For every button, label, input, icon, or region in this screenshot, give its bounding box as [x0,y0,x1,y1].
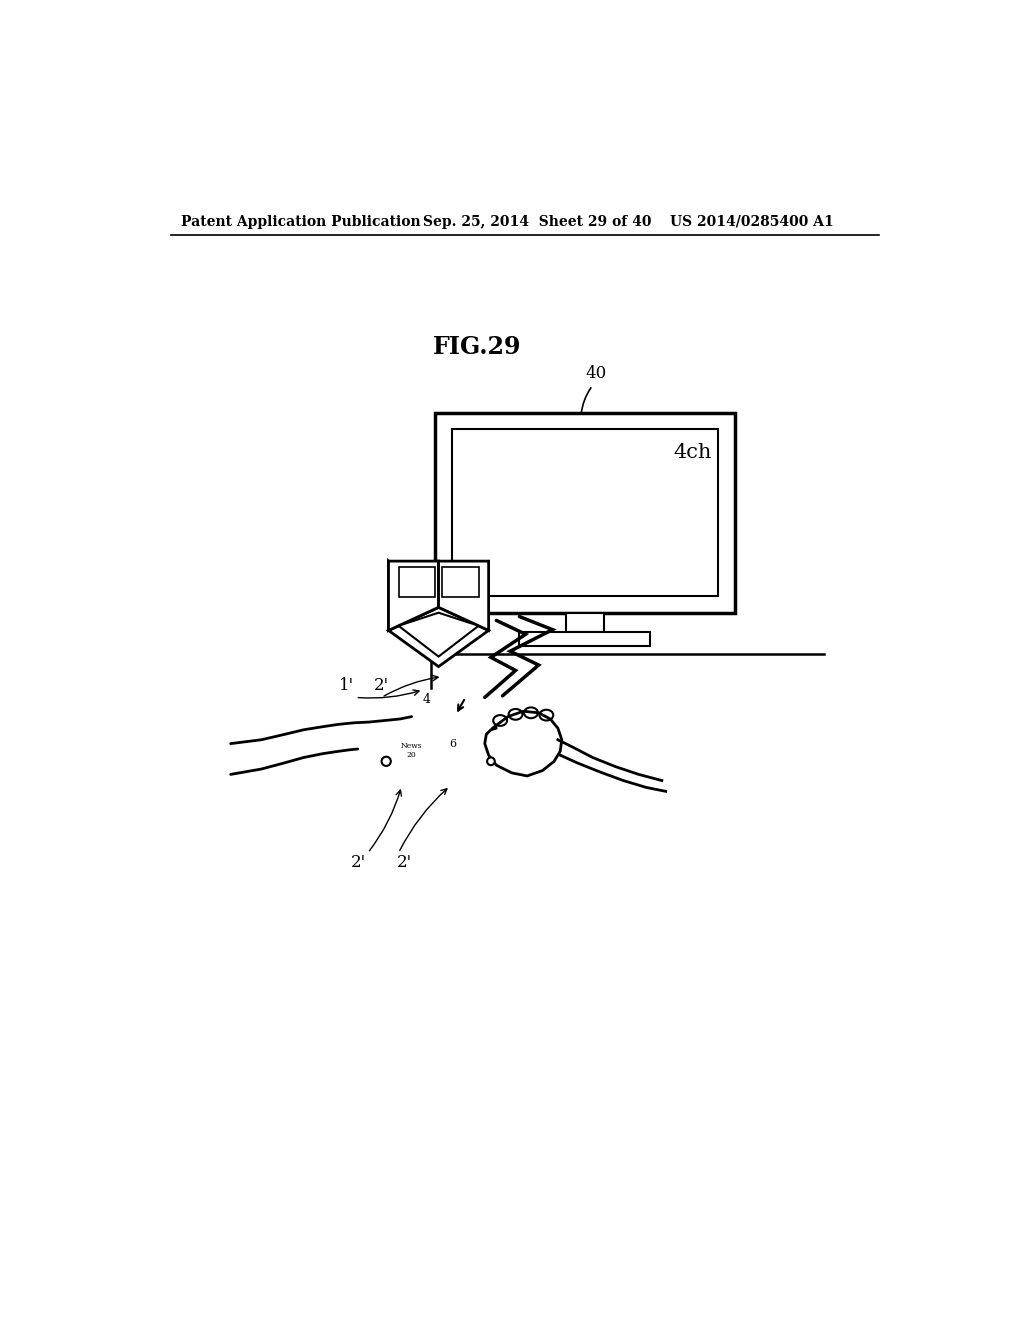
Text: 20: 20 [407,751,417,759]
Circle shape [487,758,495,766]
Text: US 2014/0285400 A1: US 2014/0285400 A1 [670,215,834,228]
Text: News: News [400,742,423,750]
Text: 2': 2' [397,854,413,871]
Text: 40: 40 [586,366,607,383]
Polygon shape [388,607,488,667]
Text: 4ch: 4ch [674,444,712,462]
Polygon shape [438,561,488,631]
Text: 1': 1' [339,677,353,694]
Polygon shape [442,566,478,598]
Polygon shape [398,612,478,656]
Polygon shape [398,566,435,598]
Text: FIG.29: FIG.29 [433,335,521,359]
Bar [565,612,604,632]
Circle shape [382,756,391,766]
Bar [435,412,735,612]
Bar [519,632,650,645]
Text: 2': 2' [374,677,389,694]
Polygon shape [388,561,438,631]
Text: 2': 2' [351,854,366,871]
Text: Sep. 25, 2014  Sheet 29 of 40: Sep. 25, 2014 Sheet 29 of 40 [423,215,651,228]
Bar [452,429,718,595]
Text: Patent Application Publication: Patent Application Publication [180,215,420,228]
Text: 6: 6 [449,739,456,748]
Text: 4: 4 [423,693,431,706]
Polygon shape [388,561,438,631]
